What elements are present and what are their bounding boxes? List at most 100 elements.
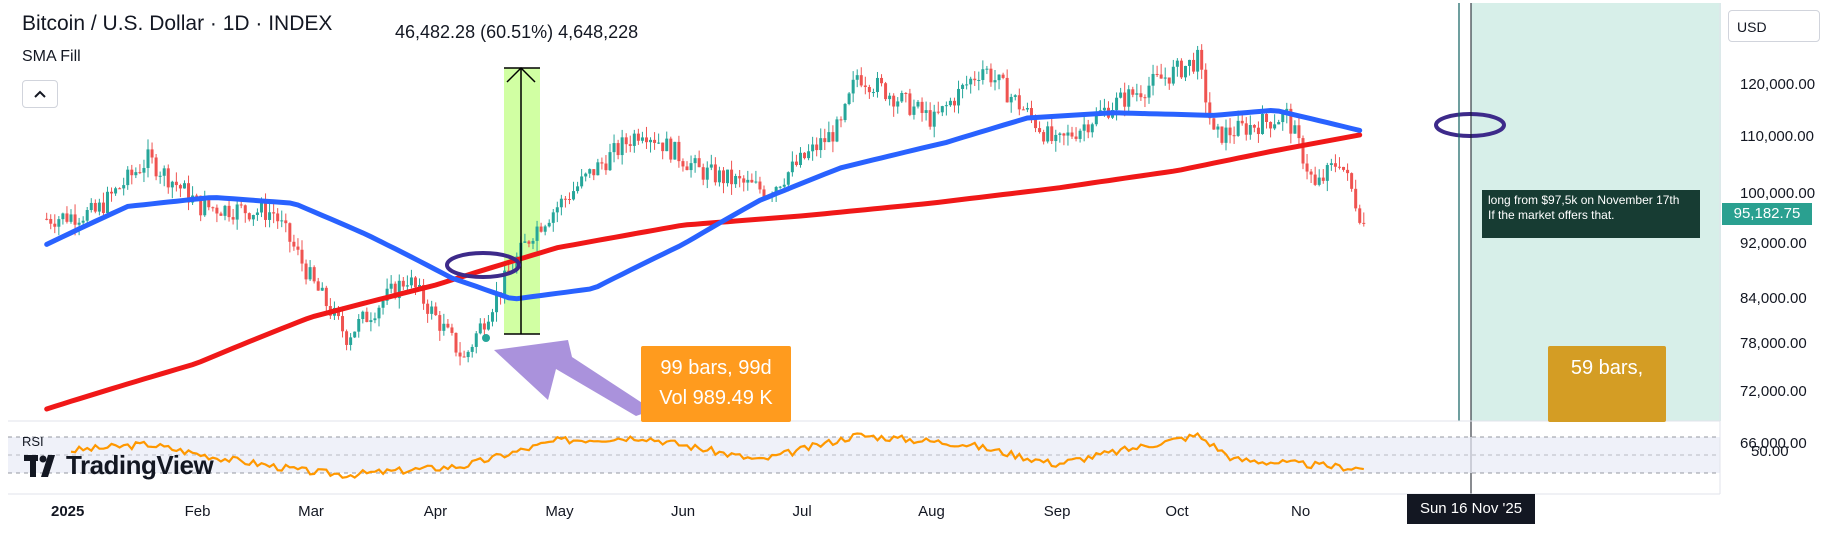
candle bbox=[527, 241, 531, 244]
candle bbox=[1102, 107, 1106, 111]
candle bbox=[908, 93, 912, 115]
candle bbox=[803, 152, 807, 159]
candle bbox=[1179, 60, 1183, 78]
candle bbox=[215, 207, 219, 214]
candle bbox=[1342, 166, 1346, 170]
candle bbox=[1025, 108, 1029, 110]
candle bbox=[182, 183, 186, 189]
candle bbox=[110, 191, 114, 194]
candle bbox=[815, 144, 819, 151]
candle bbox=[61, 213, 65, 220]
note-text[interactable]: long from $97,5k on November 17th If the… bbox=[1482, 190, 1700, 238]
candle bbox=[746, 179, 750, 183]
candle bbox=[1240, 120, 1244, 124]
candle bbox=[365, 311, 369, 323]
candle bbox=[543, 226, 547, 232]
candle bbox=[357, 319, 361, 332]
candle bbox=[531, 240, 535, 244]
candle bbox=[944, 105, 948, 107]
candle bbox=[1167, 77, 1171, 84]
candle bbox=[1163, 77, 1167, 79]
candle bbox=[65, 213, 69, 222]
candle bbox=[369, 320, 373, 323]
candle bbox=[1321, 177, 1325, 181]
candle bbox=[596, 162, 600, 176]
candle bbox=[199, 195, 203, 216]
candle bbox=[247, 213, 251, 220]
candle bbox=[665, 138, 669, 152]
tradingview-logo[interactable]: TradingView bbox=[24, 450, 214, 481]
candle bbox=[644, 137, 648, 143]
candle bbox=[1017, 95, 1021, 110]
candle bbox=[580, 176, 584, 187]
candle bbox=[1070, 132, 1074, 137]
candle bbox=[69, 214, 73, 222]
price-tick: 84,000.00 bbox=[1740, 290, 1807, 308]
candle bbox=[255, 212, 259, 216]
collapse-button[interactable] bbox=[22, 80, 58, 108]
candle bbox=[174, 181, 178, 186]
candle bbox=[981, 69, 985, 80]
candle bbox=[276, 213, 280, 222]
candle bbox=[235, 204, 239, 220]
candle bbox=[717, 170, 721, 183]
candle bbox=[920, 101, 924, 113]
candle bbox=[750, 179, 754, 183]
currency-selector[interactable]: USD bbox=[1728, 10, 1820, 42]
price-tick: 120,000.00 bbox=[1740, 75, 1816, 93]
candle bbox=[430, 306, 434, 314]
candle bbox=[470, 346, 474, 352]
candle bbox=[1212, 118, 1216, 130]
candle bbox=[466, 351, 470, 358]
candle bbox=[1192, 59, 1196, 72]
candle bbox=[973, 78, 977, 81]
candle bbox=[742, 178, 746, 183]
tradingview-logo-text: TradingView bbox=[66, 450, 214, 480]
candle bbox=[150, 149, 154, 158]
candle bbox=[1256, 127, 1260, 135]
candle bbox=[685, 166, 689, 171]
candle bbox=[1216, 126, 1220, 130]
month-label: Jun bbox=[670, 503, 696, 520]
cross-ellipse-1 bbox=[445, 251, 521, 279]
candle bbox=[93, 202, 97, 212]
candle bbox=[178, 185, 182, 189]
candle bbox=[1151, 73, 1155, 86]
candle bbox=[1143, 97, 1147, 99]
candle bbox=[754, 181, 758, 183]
candle bbox=[1293, 125, 1297, 134]
candle bbox=[377, 307, 381, 319]
candle bbox=[1220, 126, 1224, 143]
candle bbox=[1346, 169, 1350, 174]
candle bbox=[462, 356, 466, 358]
candle bbox=[1009, 96, 1013, 103]
candle bbox=[381, 300, 385, 308]
chart-title[interactable]: Bitcoin / U.S. Dollar · 1D · INDEX bbox=[22, 12, 333, 35]
candle bbox=[1171, 66, 1175, 84]
candle bbox=[438, 315, 442, 331]
rsi-label[interactable]: RSI bbox=[22, 434, 44, 449]
candle bbox=[389, 283, 393, 289]
indicator-label[interactable]: SMA Fill bbox=[22, 48, 81, 65]
candle bbox=[900, 92, 904, 102]
candle bbox=[304, 263, 308, 280]
candle bbox=[855, 75, 859, 80]
candle bbox=[1078, 130, 1082, 139]
candle bbox=[1208, 102, 1212, 119]
candle bbox=[320, 287, 324, 291]
candle bbox=[916, 101, 920, 107]
range-info-box[interactable]: 99 bars, 99d Vol 989.49 K bbox=[641, 346, 791, 422]
rsi-line bbox=[70, 431, 1364, 479]
candle bbox=[1034, 117, 1038, 129]
candle bbox=[89, 202, 93, 211]
candle bbox=[316, 281, 320, 291]
range-info-box-2[interactable]: 59 bars, bbox=[1548, 346, 1666, 422]
candle bbox=[1127, 89, 1131, 107]
candle bbox=[713, 164, 717, 183]
candle bbox=[657, 142, 661, 144]
candle bbox=[126, 169, 130, 186]
candle bbox=[778, 186, 782, 188]
candle bbox=[555, 207, 559, 213]
candle bbox=[726, 169, 730, 184]
